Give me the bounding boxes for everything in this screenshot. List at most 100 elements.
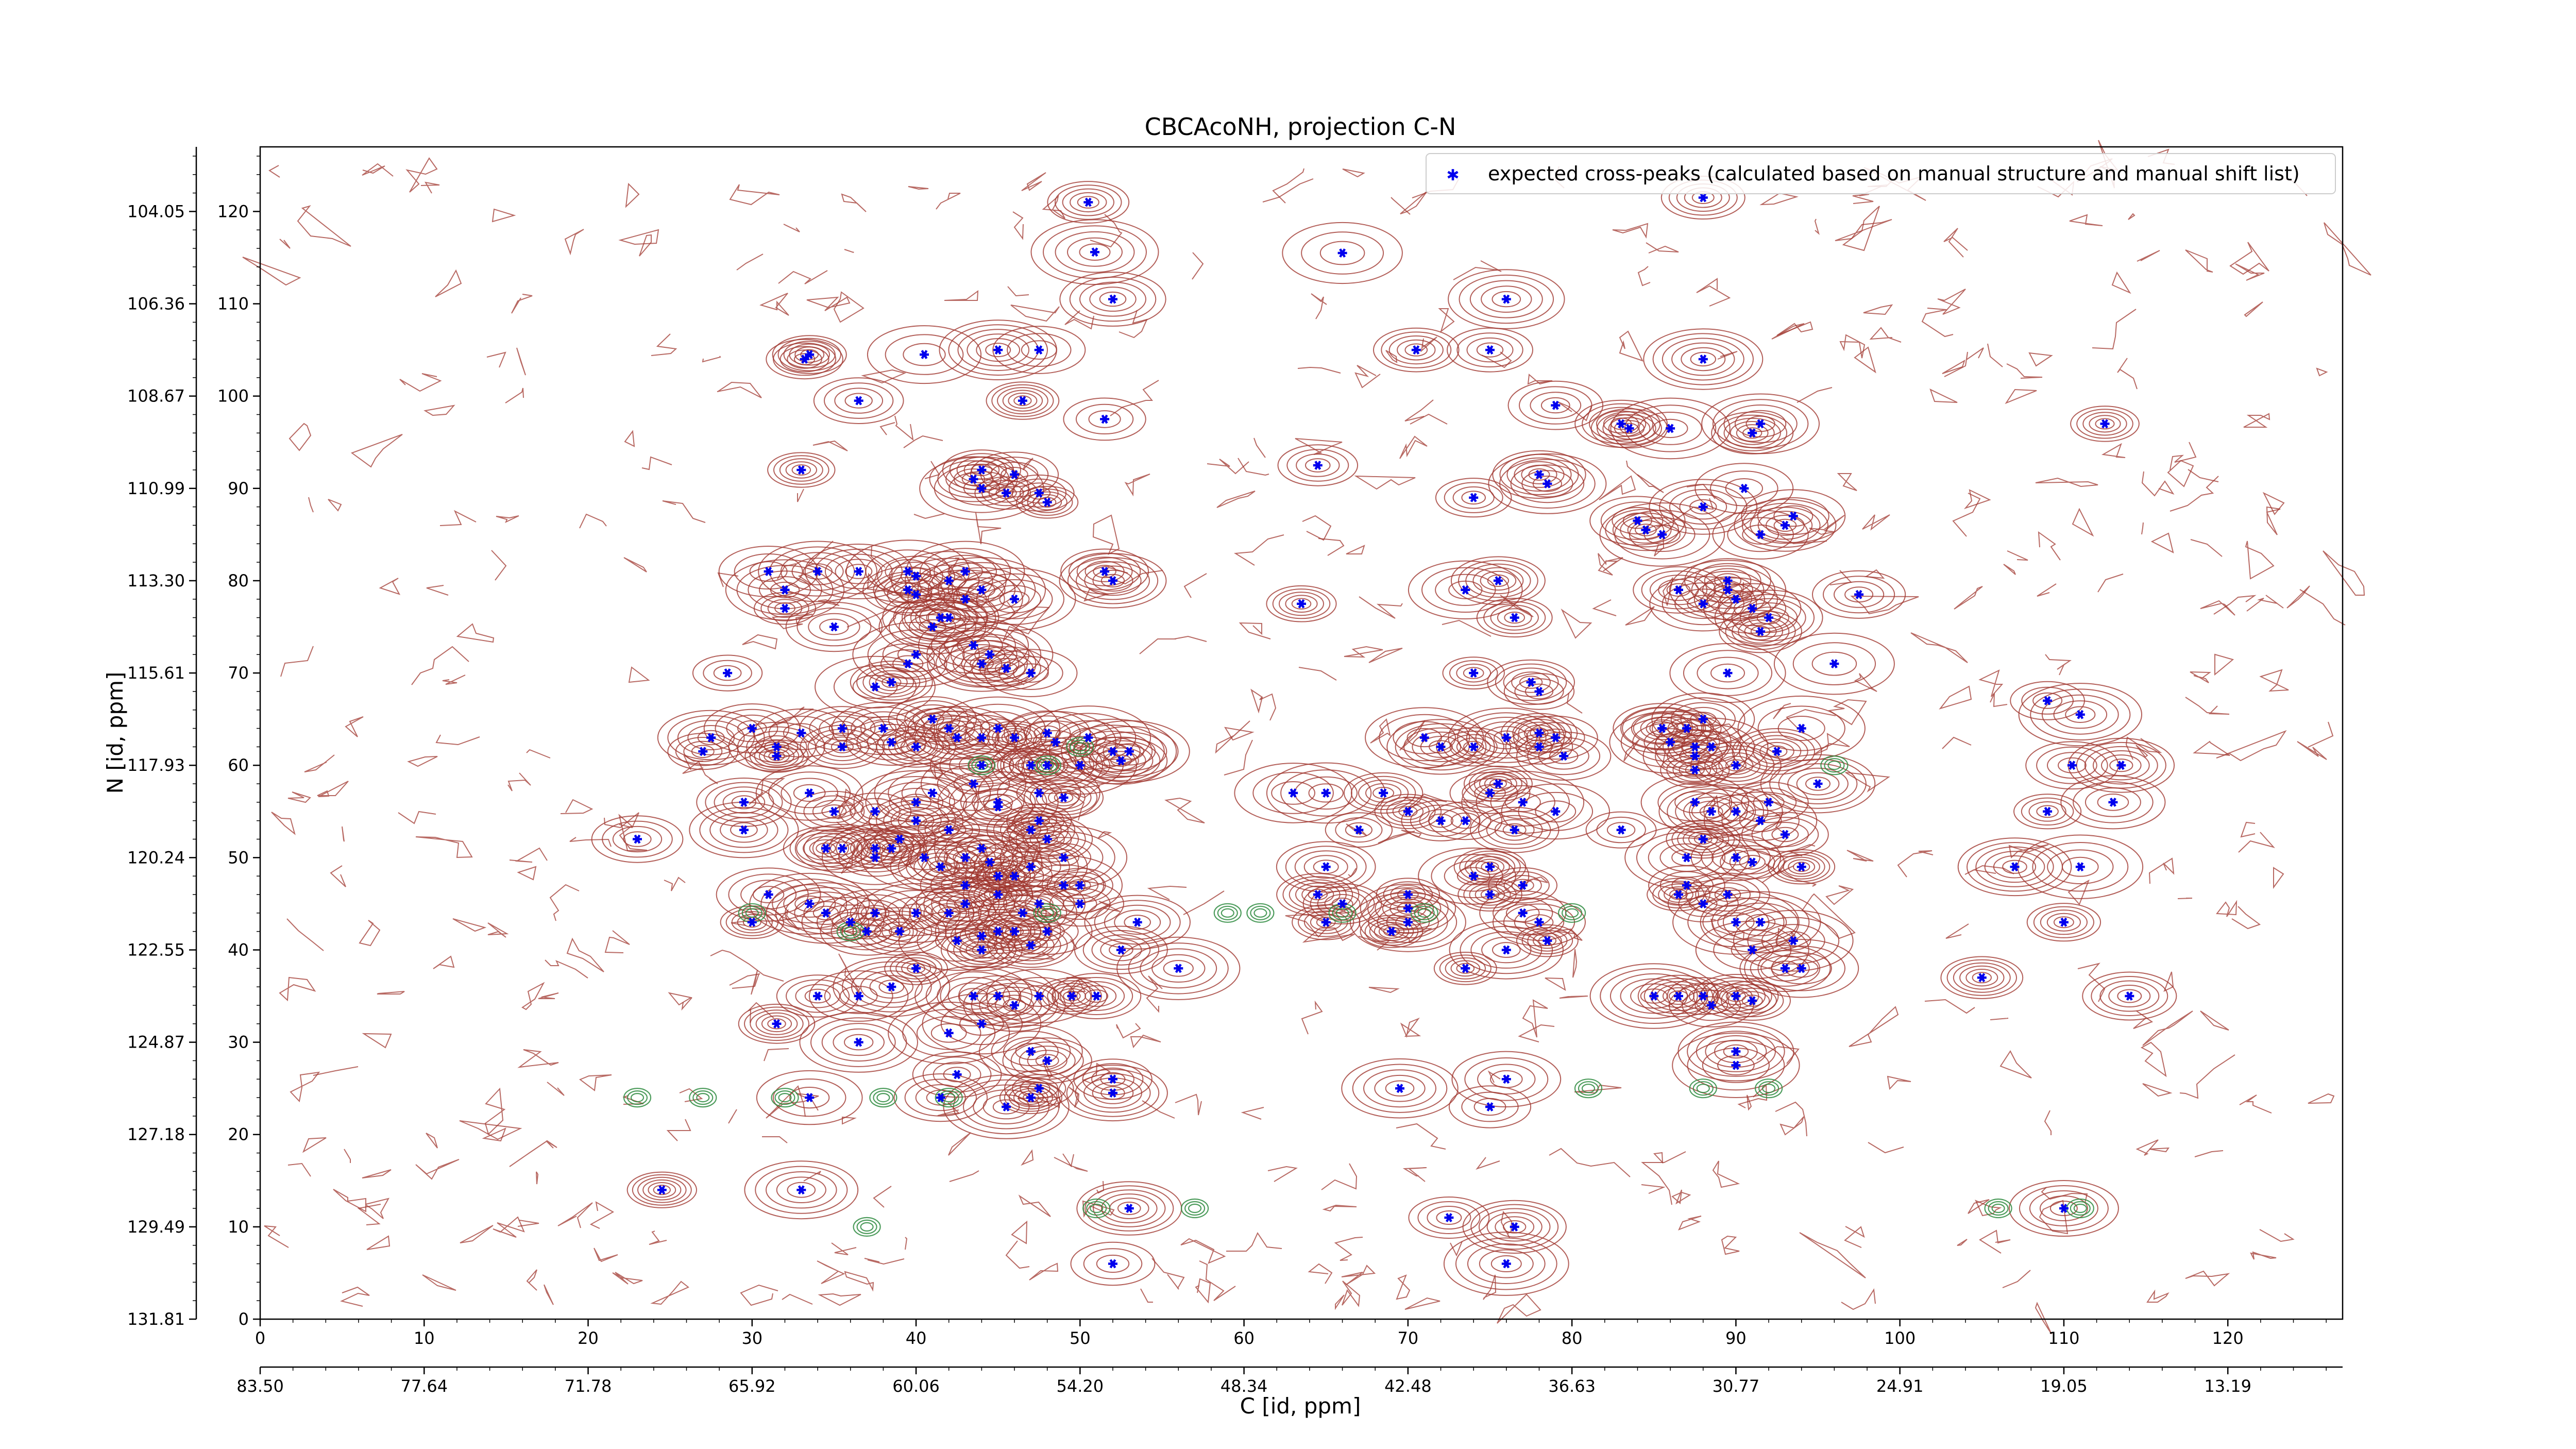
noise-contour [362,1033,392,1049]
contour-ring [1395,723,1487,771]
contour-ring [1722,902,1799,942]
peak-marker [870,844,880,853]
noise-contour [2170,476,2219,512]
peak-marker [2043,696,2053,705]
peak-marker [821,908,831,918]
noise-contour [505,387,524,403]
contour-ring [865,776,967,829]
contour-ring [1103,737,1156,766]
contour-ring [1672,1032,1800,1098]
noise-contour [435,269,462,297]
noise-contour [452,918,487,932]
contour-ring [938,628,1042,681]
contour-ring [1480,570,1517,591]
noise-contour [2141,522,2144,535]
contour-ring [1723,594,1815,642]
contour-ring [1792,642,1876,685]
contour-ring [1388,335,1444,365]
contour-ring [632,1174,692,1206]
contour-ring [755,1166,848,1214]
peak-marker [698,747,708,756]
contour-ring [779,346,829,373]
x-tick-label: 100 [1884,1328,1916,1348]
contour-ring [1025,705,1151,770]
contour-ring [954,897,977,911]
contour-ring [1670,702,1736,736]
contour-ring [1745,415,1775,432]
noise-contour [949,1170,979,1182]
contour-ring [972,944,992,956]
peak-marker [1042,761,1052,770]
contour-ring [1151,954,1206,983]
contour-ring [1672,889,1800,955]
peak-marker [2075,710,2085,719]
contour-ring [997,771,1081,815]
contour-ring [978,884,1018,905]
noise-contour [511,294,533,314]
contour-ring [1652,710,1722,747]
contour-ring [1750,950,1821,987]
peak-marker [829,806,839,816]
peak-marker [887,844,896,853]
noise-contour [908,186,929,190]
noise-contour [1862,514,1890,531]
contour-ring [2108,985,2151,1007]
contour-ring [720,817,768,843]
noise-contour [1721,1235,1740,1255]
noise-contour [2185,1270,2230,1287]
noise-contour [1842,206,1880,251]
noise-contour [1545,978,1566,991]
noise-contour [1943,228,1968,258]
contour-ring [1731,938,1774,962]
contour-ring [1688,831,1718,848]
noise-contour [1298,667,1337,681]
contour-ring [1002,390,1043,412]
noise-contour [442,675,466,685]
peak-marker [1657,530,1667,540]
contour-ring [1605,509,1687,551]
contour-ring [1466,337,1514,363]
contour-ring [1629,517,1696,552]
contour-ring [2002,860,2027,874]
x-tick-label: 40 [906,1328,927,1348]
y-tick-label: 60 [228,755,249,775]
noise-contour [557,1202,593,1228]
noise-contour [1164,797,1205,823]
contour-ring [1445,957,1486,980]
peak-marker [870,908,880,918]
peak-marker [1731,1047,1741,1056]
contour-ring [1589,407,1654,441]
y-tick-label: 0 [239,1309,249,1329]
peak-marker [920,350,929,359]
noise-contour [579,1074,612,1091]
noise-contour [2125,736,2162,760]
noise-contour [2044,1110,2052,1135]
noise-contour [2041,1187,2088,1203]
contour-ring [1694,463,1794,514]
contour-ring [1385,1080,1415,1097]
contour-ring [1093,1189,1166,1227]
contour-ring [2084,787,2141,817]
x-ppm-tick-label: 36.63 [1548,1376,1596,1396]
peak-marker [2108,797,2118,807]
noise-contour [547,1082,565,1096]
contour-ring [1002,815,1093,863]
contour-ring [997,387,1048,415]
contour-ring [1449,734,1498,760]
noise-contour [1775,1101,1807,1137]
contour-ring [888,1001,1010,1065]
peak-marker [1354,825,1364,835]
noise-contour [1399,720,1426,751]
noise-contour [460,1225,494,1243]
x-tick-label: 30 [741,1328,762,1348]
noise-contour [1559,996,1588,999]
peak-marker [960,594,970,604]
contour-ring [1279,592,1324,616]
noise-contour [2262,492,2285,515]
contour-ring [1516,924,1579,957]
noise-contour [2213,595,2257,615]
contour-ring [2021,797,2074,826]
noise-contour [350,434,403,468]
contour-ring [1487,659,1575,705]
chart-title: CBCAcoNH, projection C-N [1145,113,1456,141]
